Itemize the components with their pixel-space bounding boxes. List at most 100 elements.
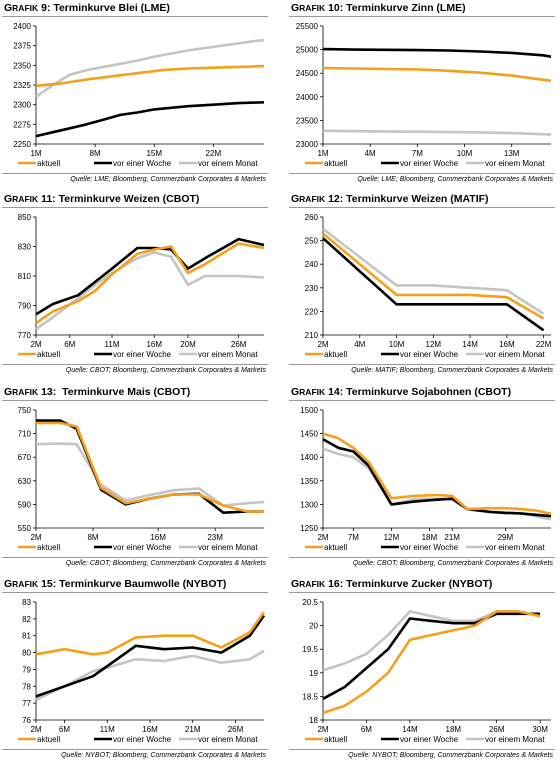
y-tick-label: 2250 [13,140,31,149]
source-rule [289,173,555,174]
x-tick-label: 23M [207,533,223,542]
x-tick-label: 6M [59,725,70,734]
x-tick-label: 20M [180,340,196,349]
x-tick-label: 7M [412,149,423,158]
legend-label-monat: vor einem Monat [198,735,258,744]
source-note: Quelle: CBOT; Bloomberg, Commerzbank Cor… [65,367,266,374]
title-rule [289,207,555,208]
source-note: Quelle: CBOT; Bloomberg, Commerzbank Cor… [65,560,266,567]
chart-title: GRAFIK 12: Terminkurve Weizen (MATIF) [291,193,489,205]
y-tick-label: 18.5 [302,692,318,701]
chart-title: GRAFIK 11: Terminkurve Weizen (CBOT) [4,193,200,205]
x-tick-label: 13M [504,149,520,158]
chart-panel: GRAFIK 15: Terminkurve Baumwolle (NYBOT)… [2,578,272,762]
series-line-woche [322,47,552,58]
chart-title: GRAFIK 14: Terminkurve Sojabohnen (CBOT) [291,386,512,398]
x-tick-label: 26M [231,340,247,349]
x-tick-label: 2M [30,725,41,734]
title-rule [2,592,268,593]
y-tick-label: 750 [18,406,32,415]
x-tick-label: 16M [142,725,158,734]
y-tick-label: 590 [18,500,32,509]
y-tick-label: 810 [18,272,32,281]
legend-label-aktuell: aktuell [37,159,60,168]
y-tick-label: 1400 [300,453,318,462]
x-tick-label: 10M [457,149,473,158]
x-tick-label: 4M [365,149,376,158]
source-note: Quelle: CBOT; Bloomberg, Commerzbank Cor… [352,560,553,567]
source-rule [2,557,268,558]
legend-label-monat: vor einem Monat [485,350,545,359]
x-tick-label: 12M [426,340,442,349]
legend-label-aktuell: aktuell [324,543,347,552]
source-rule [2,749,268,750]
y-tick-label: 770 [18,331,32,340]
y-tick-label: 77 [22,699,31,708]
x-tick-label: 8M [87,533,98,542]
y-tick-label: 1250 [300,524,318,533]
x-tick-label: 22M [206,149,222,158]
x-tick-label: 18M [446,725,462,734]
series-line-aktuell [35,64,265,88]
chart-title: GRAFIK 15: Terminkurve Baumwolle (NYBOT) [4,578,227,590]
x-tick-label: 10M [389,340,405,349]
legend-label-monat: vor einem Monat [485,735,545,744]
y-tick-label: 210 [305,331,319,340]
y-tick-label: 24500 [296,69,319,78]
line-chart: 23000 23500 24000 24500 25000 25500 1M 4M 7M 10M 1… [296,22,552,168]
series-line-monat [35,251,265,331]
legend-label-woche: vor einer Woche [113,350,172,359]
series-line-woche [322,438,552,518]
legend-label-aktuell: aktuell [37,543,60,552]
x-tick-label: 26M [489,725,505,734]
title-rule [289,16,555,17]
chart-title: GRAFIK 10: Terminkurve Zinn (LME) [291,2,466,14]
y-tick-label: 23500 [296,116,319,125]
source-note: Quelle: LME; Bloomberg, Commerzbank Corp… [70,176,266,183]
y-tick-label: 19.5 [302,645,318,654]
x-tick-label: 26M [228,725,244,734]
y-tick-label: 2400 [13,22,31,31]
y-tick-label: 550 [18,524,32,533]
y-tick-label: 670 [18,453,32,462]
y-tick-label: 1450 [300,430,318,439]
x-tick-label: 14M [462,340,478,349]
x-tick-label: 2M [317,533,328,542]
source-rule [289,557,555,558]
legend-label-monat: vor einem Monat [485,543,545,552]
x-tick-label: 14M [402,725,418,734]
series-line-aktuell [35,242,265,325]
x-tick-label: 6M [361,725,372,734]
y-tick-label: 630 [18,477,32,486]
legend-label-monat: vor einem Monat [198,543,258,552]
series-line-aktuell [36,421,264,513]
y-tick-label: 20 [309,622,318,631]
x-tick-label: 21M [444,533,460,542]
x-tick-label: 2M [30,533,41,542]
line-chart: 210 220 230 240 250 260 2M 4M 10M 12M 14M 16M 22M akt… [305,213,552,359]
x-tick-label: 16M [499,340,515,349]
series-line-monat [35,442,265,507]
x-tick-label: 15M [146,149,162,158]
x-tick-label: 21M [185,725,201,734]
source-rule [2,173,268,174]
legend-label-aktuell: aktuell [37,350,60,359]
x-tick-label: 29M [498,533,514,542]
series-line-monat [322,129,552,136]
series-line-monat [35,38,265,98]
line-chart: 2250 2275 2300 2325 2350 2375 2400 1M 8M 15M 22M ak… [13,22,265,168]
y-tick-label: 2275 [13,120,31,129]
y-tick-label: 76 [22,716,31,725]
legend-label-woche: vor einer Woche [113,159,172,168]
y-tick-label: 19 [309,669,318,678]
y-tick-label: 18 [309,716,318,725]
title-rule [2,400,268,401]
chart-title: GRAFIK 9: Terminkurve Blei (LME) [4,2,170,14]
x-tick-label: 1M [30,149,41,158]
x-tick-label: 2M [30,340,41,349]
y-tick-label: 80 [22,649,31,658]
line-chart: 76 77 78 79 80 81 82 83 2M 6M 11M 16M 21M 26M aktuell v… [18,598,266,744]
x-tick-label: 12M [384,533,400,542]
y-tick-label: 2375 [13,42,31,51]
x-tick-label: 16M [146,340,162,349]
